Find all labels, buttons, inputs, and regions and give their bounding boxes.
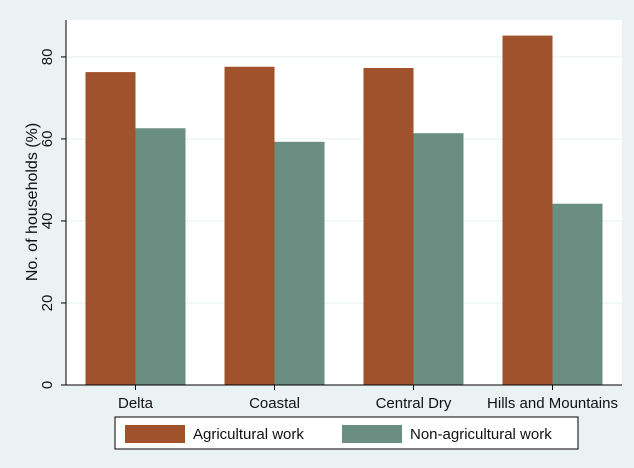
x-tick-label: Delta: [118, 395, 154, 412]
bar-agricultural: [363, 67, 414, 385]
bar-non-agricultural: [413, 133, 464, 385]
x-tick-label: Coastal: [249, 395, 300, 412]
bar-agricultural: [224, 66, 275, 385]
bar-non-agricultural: [552, 203, 603, 385]
legend-label-non-agricultural: Non-agricultural work: [410, 426, 552, 443]
x-axis-ticks: Delta Coastal Central Dry Hills and Mountai…: [118, 385, 618, 412]
y-tick-label: 80: [39, 49, 56, 66]
y-tick-label: 40: [39, 213, 56, 230]
legend-label-agricultural: Agricultural work: [193, 426, 304, 443]
x-tick-label: Hills and Mountains: [487, 395, 618, 412]
bar-agricultural: [85, 72, 136, 386]
legend-swatch-agricultural: [125, 425, 185, 443]
x-tick-label: Central Dry: [376, 395, 452, 412]
bar-non-agricultural: [274, 141, 325, 385]
y-axis-ticks: 0 20 40 60 80: [39, 49, 66, 389]
y-axis-title: No. of households (%): [24, 123, 41, 281]
legend-swatch-non-agricultural: [342, 425, 402, 443]
y-tick-label: 0: [39, 381, 56, 389]
bars: [85, 35, 603, 386]
y-tick-label: 60: [39, 131, 56, 148]
bar-agricultural: [502, 35, 553, 386]
y-tick-label: 20: [39, 295, 56, 312]
legend: Agricultural work Non-agricultural work: [114, 416, 579, 450]
bar-non-agricultural: [135, 128, 186, 386]
